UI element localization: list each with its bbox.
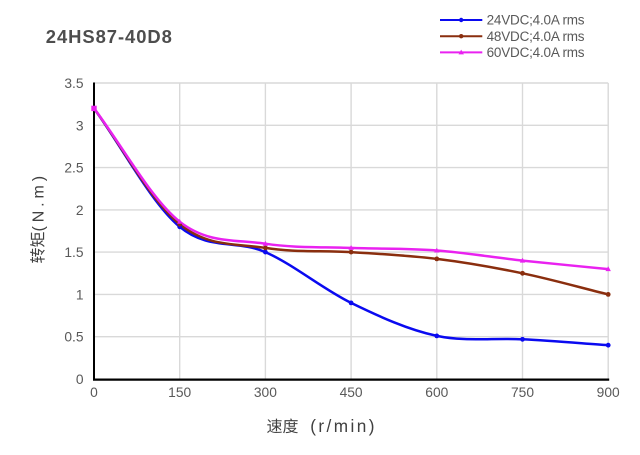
svg-text:750: 750 bbox=[511, 385, 534, 400]
svg-text:300: 300 bbox=[254, 385, 277, 400]
svg-text:1: 1 bbox=[76, 287, 84, 302]
svg-text:60VDC;4.0A rms: 60VDC;4.0A rms bbox=[487, 45, 585, 60]
svg-text:(r/min): (r/min) bbox=[310, 416, 377, 436]
svg-text:3.5: 3.5 bbox=[64, 76, 84, 91]
svg-text:48VDC;4.0A rms: 48VDC;4.0A rms bbox=[487, 29, 585, 44]
svg-text:1.5: 1.5 bbox=[64, 245, 84, 260]
svg-text:(N.m): (N.m) bbox=[31, 172, 48, 231]
svg-text:0: 0 bbox=[90, 385, 98, 400]
svg-text:3: 3 bbox=[76, 118, 84, 133]
svg-text:900: 900 bbox=[597, 385, 620, 400]
svg-text:450: 450 bbox=[340, 385, 363, 400]
svg-text:0.5: 0.5 bbox=[64, 330, 84, 345]
svg-text:600: 600 bbox=[425, 385, 448, 400]
svg-text:0: 0 bbox=[76, 372, 84, 387]
svg-text:2.5: 2.5 bbox=[64, 161, 84, 176]
svg-text:2: 2 bbox=[76, 203, 84, 218]
svg-text:150: 150 bbox=[168, 385, 191, 400]
svg-text:24VDC;4.0A rms: 24VDC;4.0A rms bbox=[487, 13, 585, 28]
svg-text:24HS87-40D8: 24HS87-40D8 bbox=[46, 26, 173, 47]
